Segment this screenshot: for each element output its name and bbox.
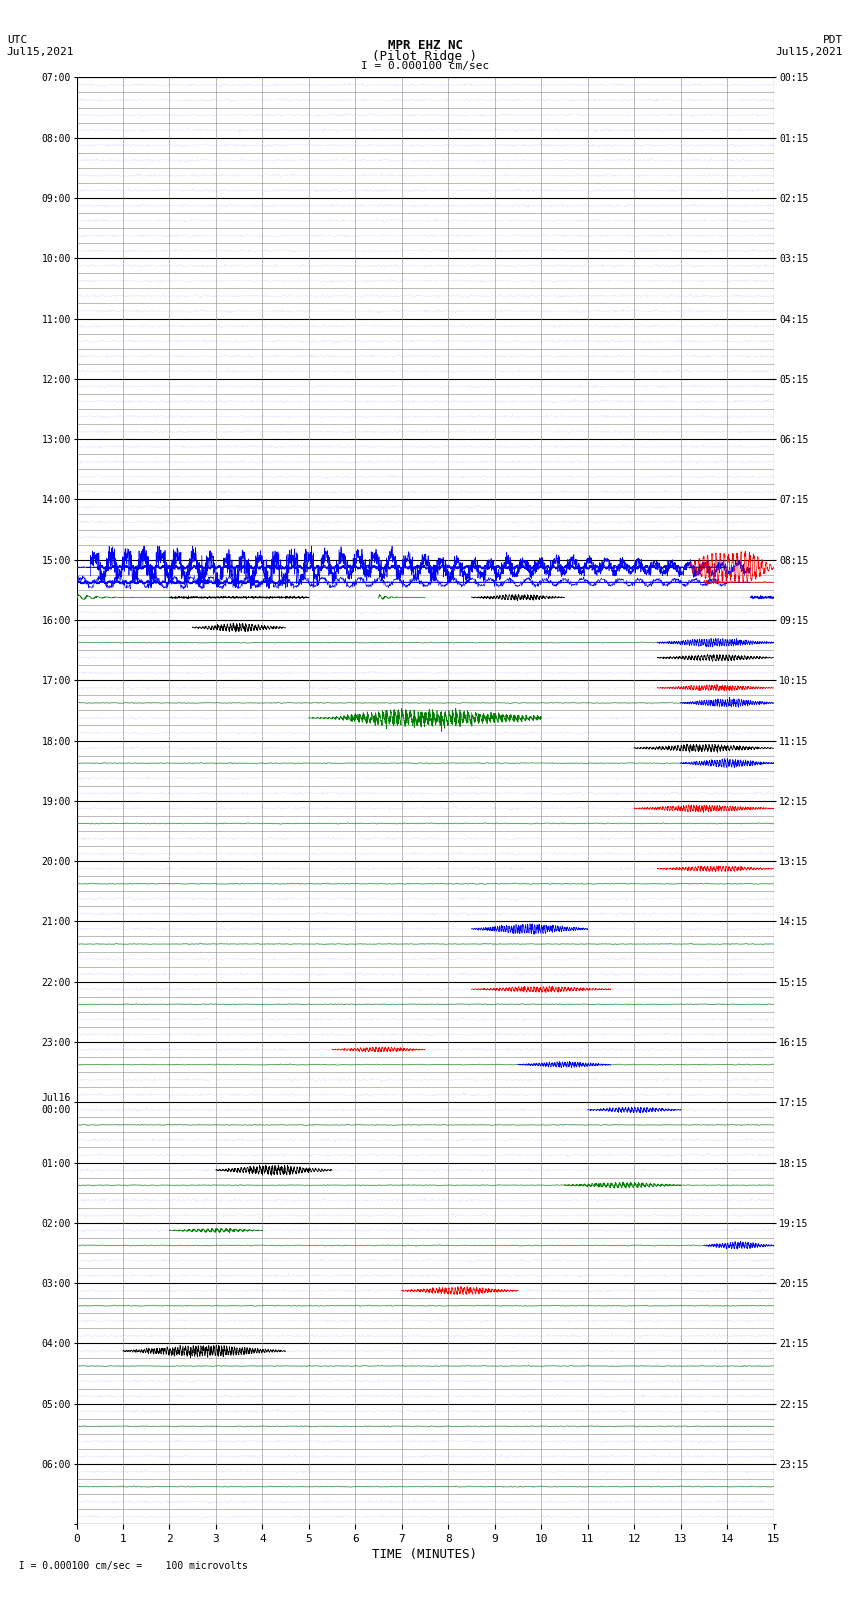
Text: UTC: UTC bbox=[7, 35, 27, 45]
Text: PDT: PDT bbox=[823, 35, 843, 45]
Text: I = 0.000100 cm/sec: I = 0.000100 cm/sec bbox=[361, 61, 489, 71]
Text: MPR EHZ NC: MPR EHZ NC bbox=[388, 39, 462, 52]
Text: (Pilot Ridge ): (Pilot Ridge ) bbox=[372, 50, 478, 63]
X-axis label: TIME (MINUTES): TIME (MINUTES) bbox=[372, 1548, 478, 1561]
Text: Jul15,2021: Jul15,2021 bbox=[776, 47, 843, 56]
Text: Jul15,2021: Jul15,2021 bbox=[7, 47, 74, 56]
Text: I = 0.000100 cm/sec =    100 microvolts: I = 0.000100 cm/sec = 100 microvolts bbox=[7, 1561, 247, 1571]
